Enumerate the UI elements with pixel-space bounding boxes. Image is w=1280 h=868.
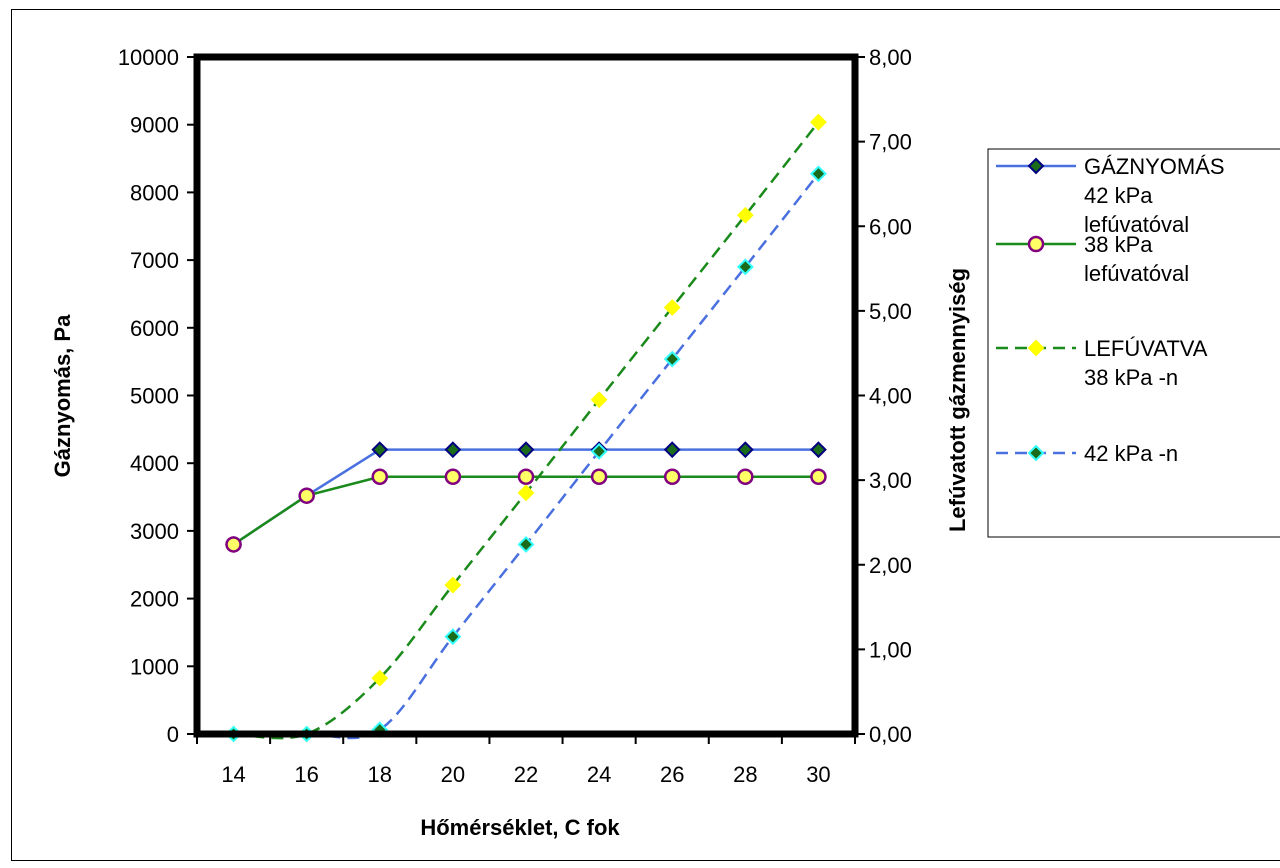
x-axis-title: Hőmérséklet, C fok: [420, 815, 620, 840]
series-line-3: [233, 121, 820, 740]
chart-frame: [11, 9, 1280, 861]
series-3-point: [517, 484, 535, 502]
legend-label-2: 38 kPa: [1084, 232, 1153, 257]
series-3-point: [810, 113, 827, 131]
series-4-point: [517, 536, 535, 553]
y2-tick-label: 8,00: [869, 45, 912, 70]
legend-marker-4: [1027, 444, 1045, 462]
series-3-point: [736, 206, 754, 224]
series-2-point: [810, 468, 827, 485]
legend-marker-1: [1027, 157, 1045, 175]
series-1-point: [444, 441, 462, 459]
series-3-point: [371, 669, 389, 687]
y-tick-label: 5000: [130, 384, 179, 409]
y-tick-label: 8000: [130, 180, 179, 205]
y2-tick-label: 1,00: [869, 637, 912, 662]
series-2-point: [371, 468, 389, 485]
series-1-point: [517, 441, 535, 459]
series-2-point: [298, 487, 315, 504]
x-tick-label: 22: [514, 762, 538, 787]
legend-label-4: 42 kPa -n: [1084, 441, 1178, 466]
series-1-point: [810, 441, 827, 459]
y-tick-label: 3000: [130, 519, 179, 544]
x-tick-label: 18: [368, 762, 392, 787]
x-tick-label: 24: [587, 762, 611, 787]
y2-tick-label: 7,00: [869, 130, 912, 155]
series-2-point: [517, 468, 535, 485]
x-tick-label: 16: [294, 762, 318, 787]
y-tick-label: 1000: [130, 654, 179, 679]
y2-tick-label: 0,00: [869, 722, 912, 747]
y-tick-label: 2000: [130, 587, 179, 612]
series-1-point: [663, 441, 681, 459]
series-2-point: [737, 468, 754, 485]
series-3-point: [663, 299, 681, 316]
series-3-point: [590, 391, 608, 409]
series-4-point: [736, 258, 754, 276]
x-tick-label: 14: [221, 762, 245, 787]
legend-label-3: LEFÚVATVA: [1084, 336, 1208, 361]
y-tick-label: 10000: [118, 45, 179, 70]
y2-tick-label: 6,00: [869, 214, 912, 239]
y2-tick-label: 3,00: [869, 468, 912, 493]
series-1-point: [371, 441, 389, 459]
legend-label-2: lefúvatóval: [1084, 261, 1189, 286]
legend-label-3: 38 kPa -n: [1084, 365, 1178, 390]
series-2-point: [444, 468, 462, 485]
series-1-point: [736, 441, 754, 459]
legend-label-1: lefúvatóval: [1084, 212, 1189, 237]
y-tick-label: 7000: [130, 248, 179, 273]
y-tick-label: 0: [167, 722, 179, 747]
legend-marker-3: [1027, 339, 1045, 357]
y2-tick-label: 4,00: [869, 384, 912, 409]
x-tick-label: 26: [660, 762, 684, 787]
legend-label-1: GÁZNYOMÁS: [1084, 154, 1225, 179]
series-2-point: [225, 536, 242, 553]
series-4-point: [444, 628, 462, 646]
series-3-point: [444, 576, 462, 594]
x-tick-label: 28: [733, 762, 757, 787]
x-tick-label: 20: [441, 762, 465, 787]
series-2-point: [663, 468, 681, 485]
y-tick-label: 9000: [130, 113, 179, 138]
y2-tick-label: 5,00: [869, 299, 912, 324]
y-tick-label: 6000: [130, 316, 179, 341]
series-4-point: [590, 442, 608, 460]
y2-axis-title: Lefúvatott gázmennyiség: [945, 268, 970, 532]
y-axis-title: Gáznyomás, Pa: [50, 314, 75, 477]
x-tick-label: 30: [806, 762, 830, 787]
series-4-point: [810, 165, 827, 183]
y2-tick-label: 2,00: [869, 553, 912, 578]
plot-area-border: [193, 53, 859, 738]
legend-label-1: 42 kPa: [1084, 183, 1153, 208]
legend-marker-2: [1027, 235, 1045, 253]
series-4-point: [663, 350, 681, 368]
series-2-point: [590, 468, 608, 485]
y-tick-label: 4000: [130, 451, 179, 476]
